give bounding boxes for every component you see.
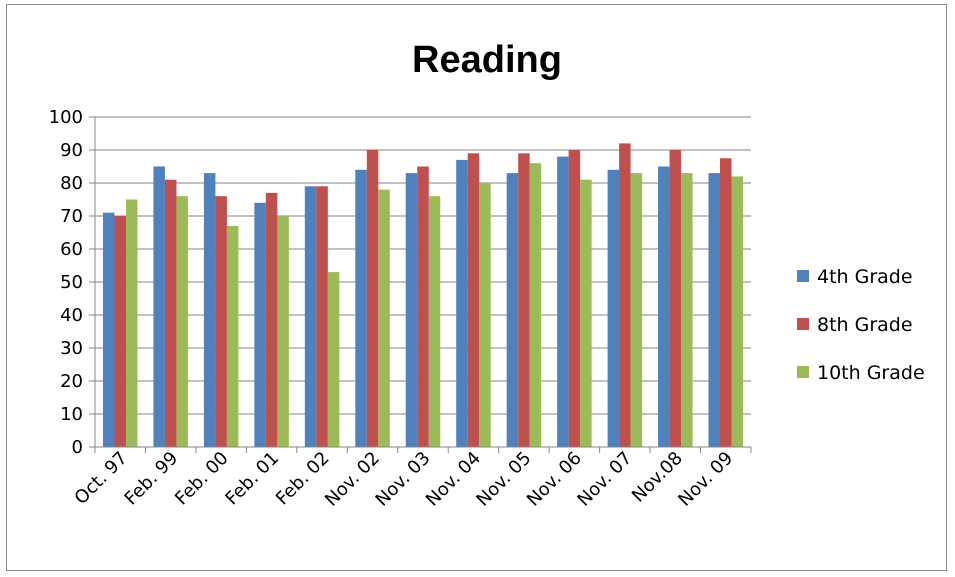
bar-8th-grade [568,150,581,447]
bar-4th-grade [456,159,468,447]
x-tick-label: Nov. 05 [472,448,535,511]
bar-4th-grade [658,166,670,447]
bar-4th-grade [153,166,165,447]
bar-8th-grade [265,192,278,447]
bar-10th-grade [176,196,188,447]
bar-10th-grade [630,173,643,447]
bar-4th-grade [405,173,418,447]
bar-10th-grade [731,176,744,447]
x-tick-label: Feb. 99 [121,448,183,510]
bar-8th-grade [467,153,480,448]
bar-10th-grade [428,196,441,447]
bar-8th-grade [518,153,530,448]
axes [89,116,752,453]
bar-8th-grade [114,216,126,447]
bar-4th-grade [355,169,367,448]
x-tick-label: Nov. 04 [422,448,485,511]
bar-10th-grade [529,163,542,447]
legend-label: 8th Grade [817,314,913,336]
bar-8th-grade [215,196,227,447]
y-axis-ticks: 0 10 20 30 40 50 60 70 80 90 100 [49,107,83,458]
bar-10th-grade [327,272,340,447]
bar-8th-grade [720,158,732,447]
bar-4th-grade [304,186,317,448]
legend-swatch [797,366,809,378]
chart-title: Reading [412,39,562,81]
y-tick-label: 0 [72,437,83,458]
bar-8th-grade [164,179,177,447]
bar-8th-grade [619,143,631,447]
bar-8th-grade [417,166,429,447]
legend-swatch [797,270,809,282]
x-tick-label: Nov. 02 [321,448,384,511]
y-tick-label: 10 [60,404,83,425]
bar-4th-grade [254,202,266,447]
bar-4th-grade [557,156,569,447]
bar-4th-grade [607,169,620,448]
bar-10th-grade [125,199,138,447]
y-tick-label: 70 [60,206,83,227]
bar-8th-grade [366,150,379,447]
x-tick-label: Feb. 00 [171,448,233,510]
x-tick-label: Feb. 01 [221,448,283,510]
bar-4th-grade [203,173,216,447]
y-tick-label: 80 [60,173,83,194]
y-tick-label: 50 [60,272,83,293]
bar-4th-grade [708,173,721,447]
bar-8th-grade [669,150,682,447]
y-tick-label: 100 [49,107,83,128]
x-tick-label: Nov. 07 [573,448,636,511]
x-tick-label: Nov. 06 [523,448,586,511]
y-tick-label: 90 [60,140,83,161]
legend-label: 10th Grade [817,362,925,384]
bars [102,143,744,448]
bar-10th-grade [277,216,289,447]
legend-label: 4th Grade [817,266,913,288]
bar-10th-grade [378,189,390,447]
y-tick-label: 40 [60,305,83,326]
bar-8th-grade [316,186,328,448]
y-tick-label: 20 [60,371,83,392]
y-tick-label: 60 [60,239,83,260]
bar-4th-grade [506,173,519,447]
y-tick-label: 30 [60,338,83,359]
bar-4th-grade [102,212,115,447]
bar-10th-grade [226,225,239,447]
bar-10th-grade [479,183,491,447]
chart-svg: Reading 0 10 20 30 40 50 60 70 80 90 100 Oct. 97Fe… [49,39,925,511]
bar-10th-grade [580,179,592,447]
legend: 4th Grade 8th Grade 10th Grade [797,266,925,384]
chart-frame: Reading 0 10 20 30 40 50 60 70 80 90 100 Oct. 97 Fe… [6,4,947,571]
legend-swatch [797,318,809,330]
bar-10th-grade [681,173,693,447]
x-tick-label: Nov. 03 [372,448,435,511]
x-tick-label: Nov. 09 [674,448,737,511]
